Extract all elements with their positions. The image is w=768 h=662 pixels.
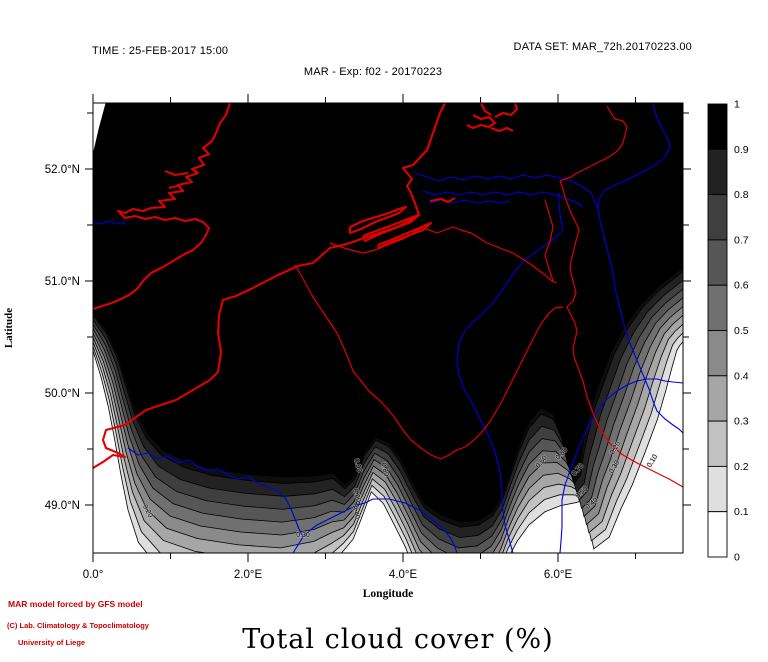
- colorbar-label: 0: [734, 552, 740, 564]
- credit-model-line: MAR model forced by GFS model: [8, 599, 143, 609]
- x-tick-label: 6.0°E: [544, 569, 573, 581]
- river-line: [292, 536, 304, 553]
- contour-value-label: 0.80: [379, 462, 389, 477]
- coastline: [168, 183, 182, 190]
- colorbar-cell: [707, 148, 728, 196]
- river-line: [597, 103, 671, 210]
- coastline: [377, 221, 433, 250]
- colorbar-cell: [707, 511, 728, 558]
- coastline: [429, 197, 456, 204]
- map-canvas: 0.200.300.90 0.800.600.400.600.800.700.50…: [93, 103, 683, 553]
- river-line: [559, 378, 683, 553]
- coastline: [490, 126, 514, 133]
- coastline: [164, 170, 189, 177]
- colorbar-label: 0.7: [734, 234, 749, 246]
- time-label: TIME : 25-FEB-2017 15:00: [92, 45, 229, 57]
- colorbar-label: 0.9: [734, 144, 749, 156]
- y-tick-label: 51.0°N: [45, 276, 80, 288]
- colorbar-label: 0.2: [734, 461, 749, 473]
- colorbar-label: 0.1: [734, 506, 749, 518]
- x-tick-label: 2.0°E: [234, 569, 263, 581]
- river-line: [127, 447, 458, 553]
- colorbar-cell: [707, 103, 728, 150]
- experiment-label: MAR - Exp: f02 - 20170223: [303, 66, 443, 78]
- x-tick-label: 4.0°E: [389, 569, 418, 581]
- colorbar-label: 1: [734, 99, 740, 111]
- coastline: [93, 103, 446, 469]
- river-line: [597, 208, 683, 434]
- border-line: [559, 105, 628, 182]
- river-line: [414, 172, 599, 210]
- y-axis-title: Latitude: [3, 307, 15, 349]
- coastline: [466, 114, 497, 130]
- x-axis-title: Longitude: [362, 588, 414, 600]
- coastline: [93, 103, 231, 310]
- coastline: [494, 103, 519, 118]
- y-tick-label: 52.0°N: [45, 164, 80, 176]
- clear-sky-wedge: [93, 103, 107, 156]
- contour-value-label: 0.90: [352, 458, 362, 473]
- colorbar-label: 0.4: [734, 370, 749, 382]
- plot-title: Total cloud cover (%): [242, 624, 554, 655]
- colorbar-cell: [707, 284, 728, 331]
- colorbar-cell: [707, 375, 728, 422]
- colorbar-label: 0.8: [734, 189, 749, 201]
- coastline: [348, 205, 408, 235]
- colorbar-label: 0.3: [734, 416, 749, 428]
- border-line: [559, 180, 683, 488]
- river-line: [93, 220, 126, 226]
- y-tick-label: 50.0°N: [45, 388, 80, 400]
- river-line: [456, 193, 564, 553]
- colorbar-label: 0.6: [734, 280, 749, 292]
- colorbar-label: 0.5: [734, 325, 749, 337]
- coastline: [362, 213, 421, 243]
- colorbar-cell: [707, 420, 728, 467]
- colorbar-cell: [707, 465, 728, 513]
- dataset-label: DATA SET: MAR_72h.20170223.00: [513, 41, 692, 53]
- credit-university-line: University of Liege: [18, 638, 86, 647]
- y-tick-label: 49.0°N: [45, 500, 80, 512]
- colorbar-cell: [707, 194, 728, 241]
- border-line: [544, 199, 554, 282]
- border-line: [294, 264, 564, 460]
- map-frame: [92, 102, 684, 554]
- river-line: [422, 190, 584, 208]
- colorbar-cell: [707, 330, 728, 377]
- coastline: [480, 103, 492, 116]
- credit-lab-line: (C) Lab. Climatology & Topoclimatology: [7, 621, 149, 630]
- contour-value-label: 0.30: [296, 532, 310, 539]
- x-tick-label: 0.0°: [83, 569, 104, 581]
- colorbar-cell: [707, 239, 728, 286]
